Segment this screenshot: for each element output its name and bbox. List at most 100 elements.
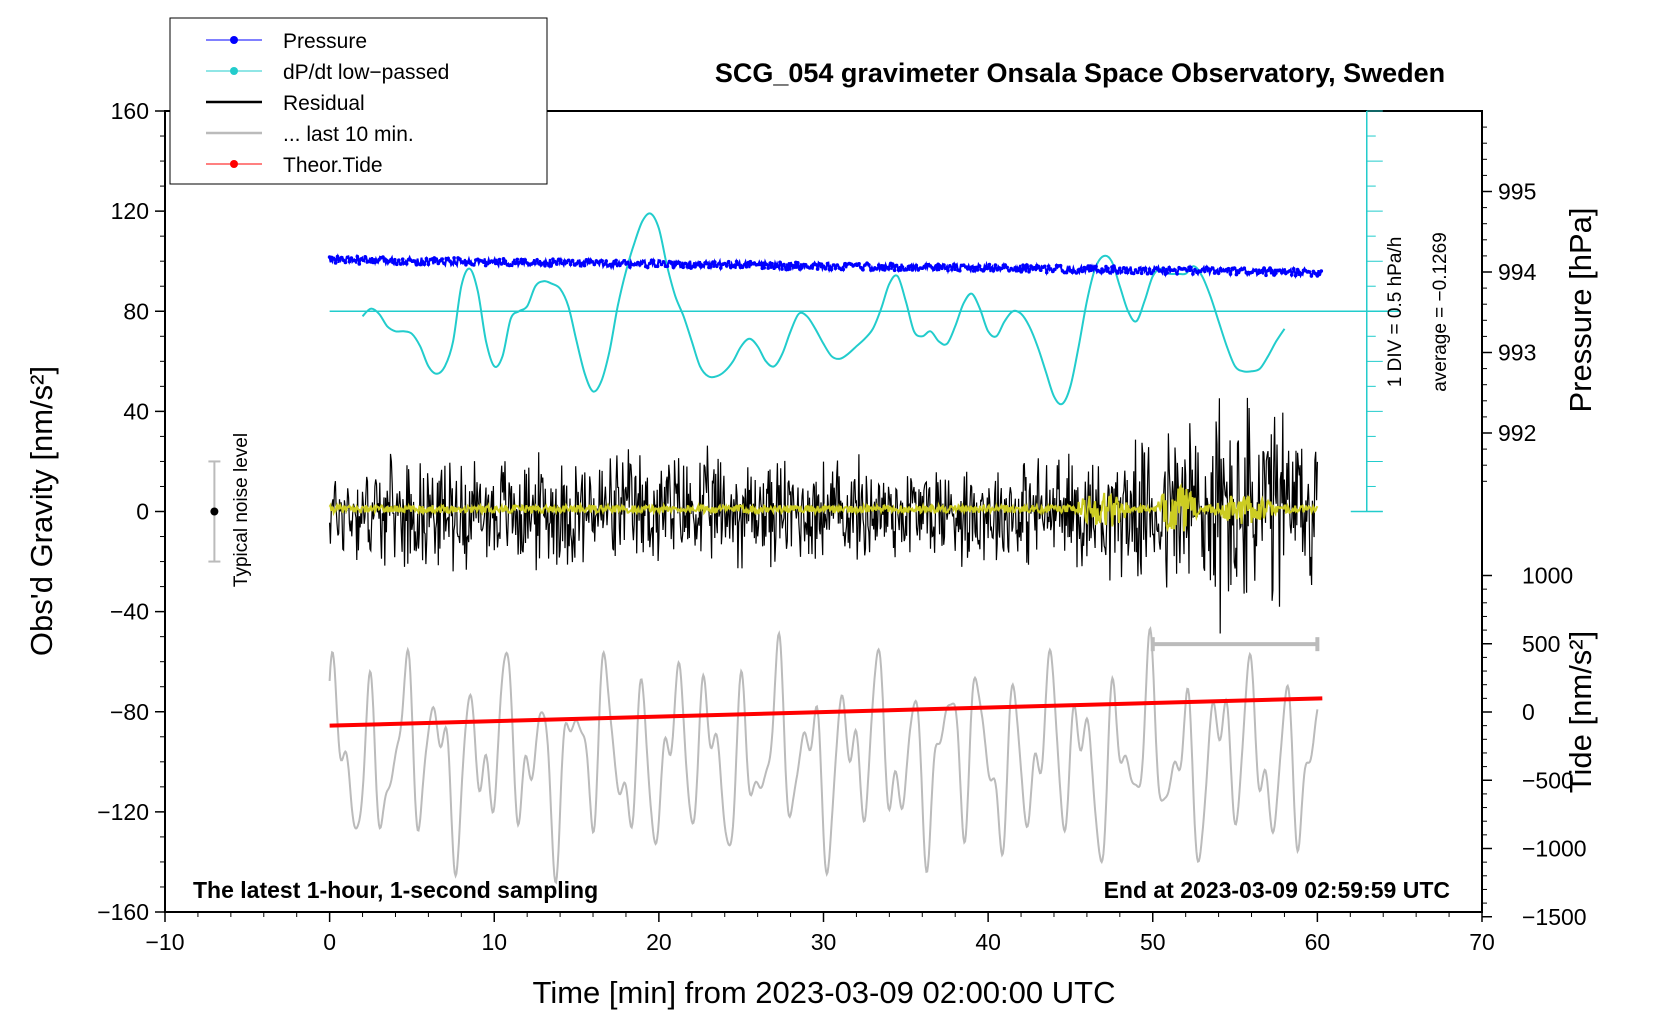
- pressure-point: [353, 258, 358, 263]
- pressure-point: [1191, 272, 1195, 276]
- pressure-point: [1175, 272, 1179, 276]
- x-tick-label: 30: [811, 929, 837, 955]
- pressure-point: [651, 259, 656, 263]
- pressure-point: [669, 260, 674, 265]
- legend-label: Pressure: [283, 30, 367, 53]
- series-pressure: [327, 253, 1324, 280]
- pressure-point: [641, 259, 646, 264]
- pressure-point: [626, 260, 630, 265]
- pressure-point: [821, 264, 826, 269]
- pressure-point: [355, 254, 360, 259]
- pressure-point: [1228, 272, 1233, 276]
- tide-tick-label: −1000: [1522, 836, 1587, 862]
- pressure-point: [553, 259, 557, 264]
- pressure-point: [1131, 271, 1136, 276]
- pressure-point: [764, 262, 768, 267]
- pressure-point: [776, 264, 780, 269]
- chart-title: SCG_054 gravimeter Onsala Space Observat…: [715, 58, 1445, 88]
- pressure-point: [559, 258, 563, 262]
- x-tick-label: 70: [1469, 929, 1495, 955]
- pressure-point: [758, 262, 763, 267]
- noise-level-label: Typical noise level: [231, 433, 252, 587]
- pressure-point: [1029, 264, 1033, 268]
- y-axis-pressure: 995 994 993 992: [1482, 126, 1537, 482]
- pressure-point: [361, 258, 366, 263]
- pressure-point: [867, 263, 871, 267]
- pressure-point: [732, 263, 737, 268]
- pressure-point: [1185, 268, 1189, 273]
- pressure-point: [1236, 270, 1241, 275]
- pressure-point: [1149, 271, 1154, 276]
- pressure-point: [509, 263, 514, 268]
- pressure-point: [780, 267, 784, 271]
- pressure-point: [904, 267, 909, 272]
- pressure-point: [1167, 265, 1171, 270]
- pressure-point: [513, 261, 518, 266]
- x-axis-title: Time [min] from 2023-03-09 02:00:00 UTC: [533, 975, 1116, 1010]
- pressure-point: [339, 255, 344, 260]
- pressure-point: [724, 264, 729, 268]
- pressure-point: [549, 264, 553, 268]
- pressure-point: [391, 260, 395, 265]
- pressure-point: [815, 267, 820, 271]
- pressure-point: [481, 260, 486, 265]
- pressure-point: [1242, 266, 1247, 271]
- pressure-point: [1295, 267, 1300, 272]
- pressure-point: [517, 261, 522, 265]
- pressure-point: [602, 262, 606, 267]
- pressure-point: [614, 258, 618, 263]
- pressure-point: [566, 258, 571, 263]
- pressure-point: [523, 258, 527, 262]
- pressure-point: [1133, 268, 1138, 272]
- x-tick-label: 10: [481, 929, 507, 955]
- pressure-point: [1289, 273, 1294, 277]
- noise-bar-center: [210, 507, 219, 516]
- pressure-point: [726, 259, 731, 264]
- pressure-point: [1080, 269, 1085, 274]
- pressure-point: [1189, 265, 1193, 270]
- y-axis-left: 160 120 80 40 0 −40 −80 −120 −160: [97, 98, 165, 925]
- pressure-point: [1193, 267, 1197, 272]
- pressure-point: [1118, 266, 1122, 271]
- pressure-point: [357, 262, 362, 266]
- pressure-point: [993, 263, 998, 267]
- pressure-point: [770, 261, 774, 266]
- pressure-point: [833, 266, 838, 271]
- y-tick-label: −80: [110, 699, 149, 725]
- pressure-point: [1145, 271, 1150, 276]
- pressure-point: [610, 262, 614, 267]
- pressure-point: [452, 256, 456, 260]
- pressure-point: [932, 267, 936, 272]
- pressure-point: [890, 262, 895, 266]
- pressure-point: [645, 265, 650, 270]
- pressure-point: [398, 262, 403, 266]
- pressure-point: [628, 265, 632, 269]
- pressure-point: [436, 261, 441, 266]
- typical-noise-bar: [208, 460, 221, 563]
- tide-tick-label: 1000: [1522, 563, 1573, 589]
- y-tick-label: 80: [123, 298, 149, 324]
- x-tick-label: −10: [145, 929, 184, 955]
- y-tick-label: −120: [97, 799, 149, 825]
- smoothed-residual-line: [328, 482, 1319, 533]
- pressure-point: [568, 262, 573, 267]
- pressure-point: [991, 269, 996, 273]
- pressure-point: [788, 267, 792, 271]
- pressure-point: [829, 267, 834, 272]
- pressure-point: [740, 265, 745, 270]
- pressure-point: [1203, 269, 1207, 274]
- dpdt-average-label: average = −0.1269: [1430, 232, 1451, 392]
- pressure-tick-label: 992: [1498, 420, 1536, 446]
- pressure-point: [1137, 266, 1142, 271]
- pressure-point: [989, 266, 994, 270]
- pressure-point: [501, 257, 506, 261]
- legend-label: ... last 10 min.: [283, 123, 414, 146]
- pressure-point: [940, 266, 944, 271]
- legend-swatch-marker: [230, 160, 238, 168]
- legend: Pressure dP/dt low−passed Residual ... last…: [169, 17, 548, 185]
- pressure-point: [464, 263, 468, 267]
- pressure-point: [1046, 264, 1051, 269]
- pressure-point: [835, 263, 840, 267]
- pressure-point: [900, 265, 905, 269]
